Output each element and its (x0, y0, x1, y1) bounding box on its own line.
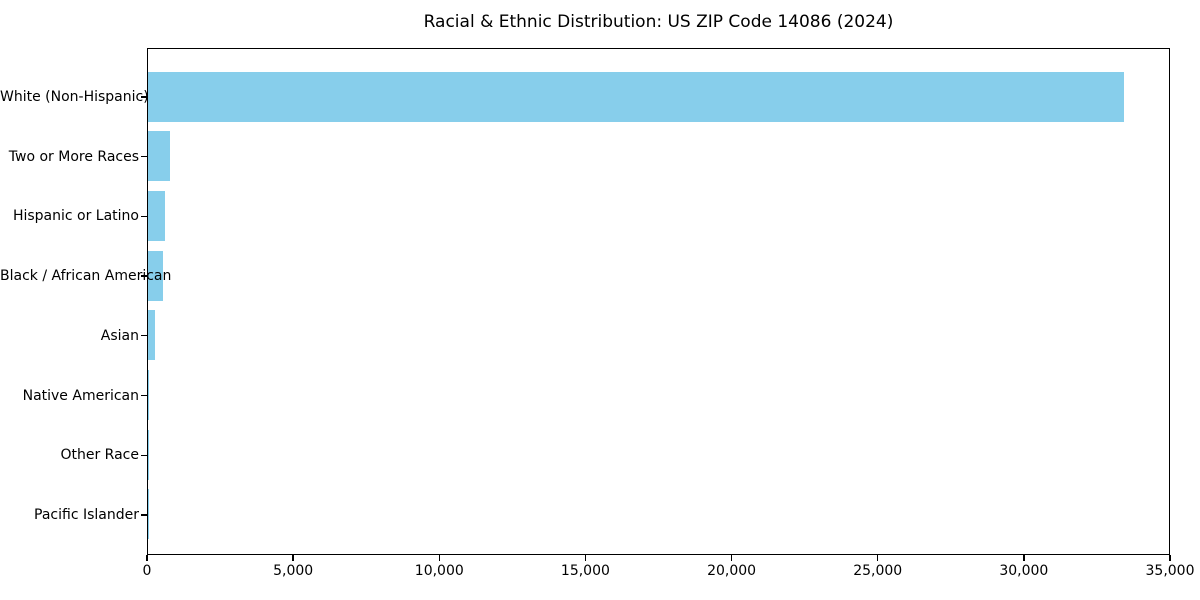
bar-black-african-american (148, 250, 163, 301)
x-tick-label: 20,000 (707, 563, 757, 579)
y-tick-label: Black / African American (0, 268, 172, 285)
y-tick-mark (141, 394, 147, 397)
bar-two-or-more-races (148, 131, 171, 182)
x-tick-mark (584, 555, 587, 561)
plot-area (147, 48, 1170, 555)
y-tick-label: White (Non-Hispanic) (0, 89, 149, 105)
x-tick-mark (292, 555, 294, 561)
y-tick-mark (141, 514, 147, 516)
chart-title: Racial & Ethnic Distribution: US ZIP Cod… (423, 12, 894, 32)
y-tick-mark (141, 215, 147, 218)
x-tick-label: 0 (142, 563, 152, 579)
x-tick-mark (438, 555, 440, 561)
bar-white-non-hispanic (148, 71, 1125, 122)
x-tick-label: 5,000 (273, 563, 314, 579)
x-tick-label: 10,000 (414, 563, 464, 579)
x-tick-label: 25,000 (853, 563, 903, 579)
y-tick-mark (141, 275, 147, 277)
bar-hispanic-or-latino (148, 190, 165, 241)
y-tick-label: Two or More Races (8, 148, 139, 165)
y-tick-label: Pacific Islander (34, 506, 139, 523)
x-tick-mark (730, 555, 733, 561)
bar-other-race (148, 429, 149, 480)
x-tick-label: 15,000 (560, 563, 610, 579)
y-tick-mark (141, 454, 147, 456)
bar-native-american (148, 370, 150, 420)
y-tick-mark (141, 96, 147, 98)
x-tick-label: 35,000 (1145, 563, 1195, 579)
y-tick-label: Asian (100, 327, 139, 344)
bar-asian (148, 310, 155, 361)
y-tick-mark (141, 156, 147, 158)
x-tick-mark (877, 555, 879, 561)
x-tick-mark (1023, 555, 1025, 561)
x-tick-mark (146, 555, 148, 561)
y-tick-label: Native American (22, 387, 139, 404)
y-tick-label: Other Race (60, 447, 139, 464)
x-tick-label: 30,000 (999, 563, 1049, 579)
x-tick-mark (1169, 555, 1171, 561)
y-tick-mark (141, 335, 147, 337)
y-tick-label: Hispanic or Latino (12, 208, 139, 225)
